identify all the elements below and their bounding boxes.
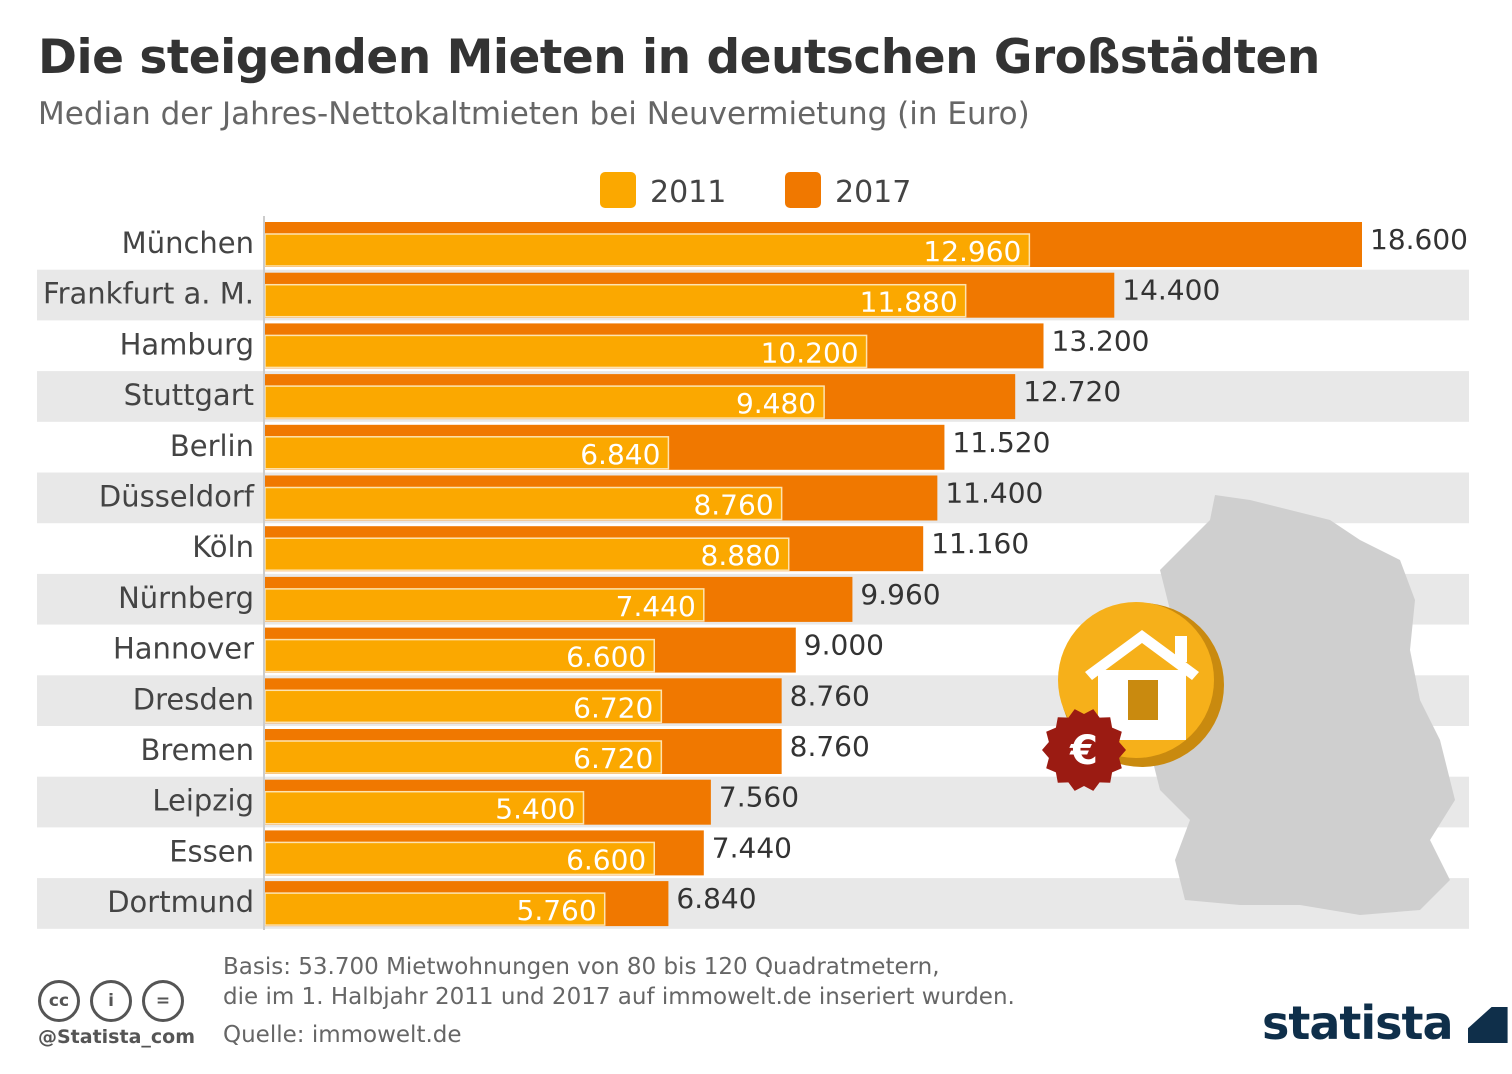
bar-2011: [264, 790, 585, 825]
legend-label: 2017: [835, 175, 911, 210]
category-label: Stuttgart: [124, 378, 254, 412]
data-label-2011: 6.600: [566, 641, 646, 674]
data-label-2017: 8.760: [790, 679, 870, 712]
data-label-2011: 11.880: [860, 286, 958, 319]
nd-icon: =: [142, 980, 184, 1022]
data-label-2017: 12.720: [1023, 375, 1121, 408]
category-label: Düsseldorf: [99, 480, 255, 514]
logo-text: statista: [1262, 996, 1454, 1050]
category-label: Hamburg: [120, 327, 254, 361]
category-label: Nürnberg: [118, 581, 254, 615]
legend-swatch: [785, 172, 821, 208]
category-label: Frankfurt a. M.: [43, 277, 254, 311]
category-label: Bremen: [141, 733, 255, 767]
legend-label: 2011: [650, 175, 726, 210]
data-label-2011: 6.840: [580, 438, 660, 471]
source-note: Quelle: immowelt.de: [223, 1022, 462, 1048]
data-label-2017: 6.840: [676, 882, 756, 915]
data-label-2011: 6.720: [573, 742, 653, 775]
data-label-2017: 9.960: [860, 578, 940, 611]
germany-map: €: [1042, 495, 1455, 915]
svg-text:€: €: [1069, 728, 1098, 774]
bar-2011: [264, 436, 670, 470]
chart-subtitle: Median der Jahres-Nettokaltmieten bei Ne…: [38, 96, 1030, 132]
bar-2011: [264, 638, 656, 673]
data-label-2011: 10.200: [761, 336, 859, 369]
data-label-2017: 13.200: [1052, 324, 1150, 357]
data-label-2017: 9.000: [804, 629, 884, 662]
bar-2011: [264, 233, 1031, 267]
twitter-handle[interactable]: @Statista_com: [38, 1026, 196, 1048]
category-label: Dresden: [133, 682, 254, 716]
data-label-2017: 7.560: [719, 781, 799, 814]
data-label-2017: 7.440: [712, 831, 792, 864]
bar-2011: [264, 588, 705, 622]
category-label: Berlin: [170, 429, 254, 463]
data-label-2017: 11.520: [952, 426, 1050, 459]
bar-2011: [264, 841, 656, 876]
data-label-2011: 6.600: [566, 843, 646, 876]
data-label-2011: 8.760: [693, 489, 773, 522]
data-label-2017: 11.160: [931, 527, 1029, 560]
bar-2011: [264, 537, 790, 571]
legend-swatch: [600, 172, 636, 208]
data-label-2011: 8.880: [701, 539, 781, 572]
data-label-2011: 9.480: [736, 387, 816, 420]
category-label: München: [122, 226, 254, 260]
bar-2011: [264, 283, 967, 318]
by-icon: i: [90, 980, 132, 1022]
data-label-2011: 5.760: [517, 894, 597, 927]
category-label: Hannover: [113, 632, 254, 666]
category-label: Leipzig: [152, 784, 254, 818]
data-label-2017: 18.600: [1370, 223, 1468, 256]
legend: 2011 2017: [600, 172, 911, 210]
statista-logo[interactable]: statista: [1262, 996, 1508, 1050]
data-label-2011: 7.440: [616, 590, 696, 623]
bar-2011: [264, 385, 825, 419]
category-label: Dortmund: [107, 885, 254, 919]
data-label-2011: 6.720: [573, 691, 653, 724]
data-label-2017: 14.400: [1122, 274, 1220, 307]
data-label-2017: 11.400: [945, 477, 1043, 510]
basis-note-1: Basis: 53.700 Mietwohnungen von 80 bis 1…: [223, 954, 940, 980]
category-label: Köln: [192, 530, 254, 564]
bar-2011: [264, 486, 783, 521]
euro-badge-icon: €: [1042, 709, 1126, 791]
chart-title: Die steigenden Mieten in deutschen Großs…: [38, 30, 1320, 85]
bar-2011: [264, 740, 663, 774]
basis-note-2: die im 1. Halbjahr 2011 und 2017 auf imm…: [223, 984, 1015, 1010]
cc-icon: cc: [38, 980, 80, 1022]
data-label-2011: 12.960: [923, 235, 1021, 268]
data-label-2011: 5.400: [495, 793, 575, 826]
category-label: Essen: [169, 834, 254, 868]
bar-2011: [264, 689, 663, 724]
data-label-2017: 8.760: [790, 730, 870, 763]
